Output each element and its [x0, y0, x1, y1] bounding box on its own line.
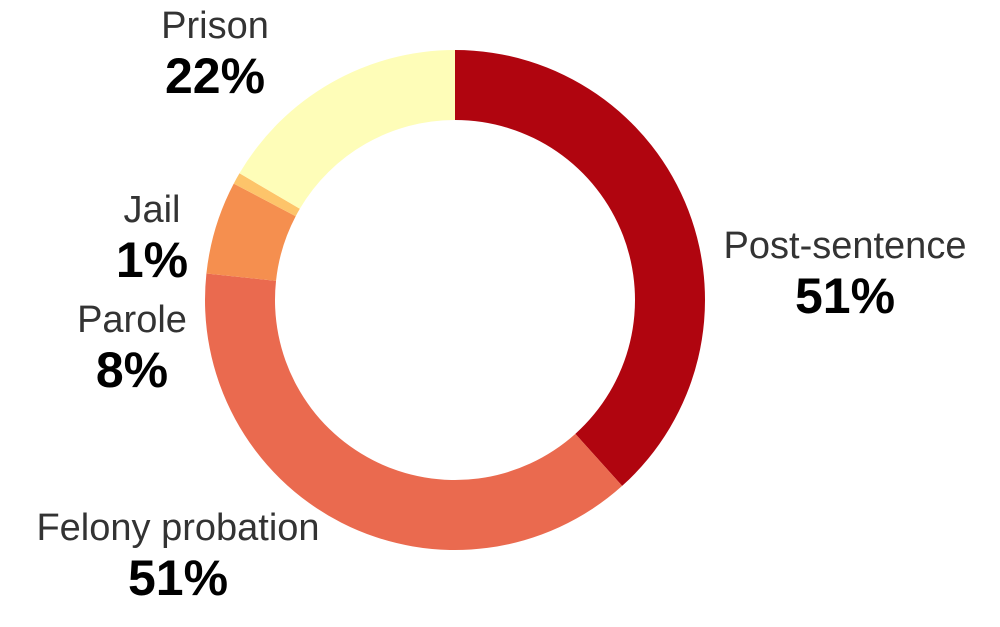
slice-label: Prison	[161, 5, 269, 47]
slice-label: Felony probation	[36, 507, 319, 549]
donut-slice	[239, 50, 455, 209]
slice-value-label: 8%	[96, 342, 168, 398]
donut-slice	[206, 183, 296, 281]
donut-slice	[233, 173, 300, 217]
slice-value-label: 22%	[165, 48, 265, 104]
slice-value-label: 51%	[795, 268, 895, 324]
donut-slice	[204, 273, 623, 550]
donut-slice	[455, 50, 705, 486]
slice-value-label: 1%	[116, 232, 188, 288]
slice-value-label: 51%	[128, 550, 228, 606]
slice-label: Jail	[123, 189, 180, 231]
slice-label: Parole	[77, 299, 187, 341]
slice-label: Post-sentence	[724, 225, 967, 267]
